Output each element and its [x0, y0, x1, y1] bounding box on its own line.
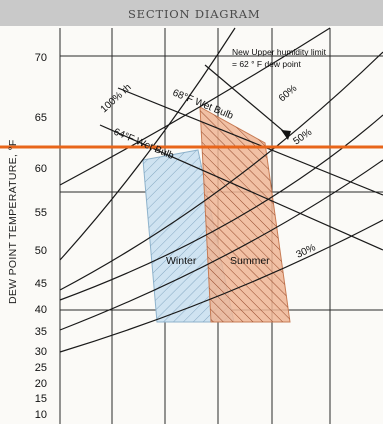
tick-50: 50	[35, 245, 47, 257]
label-rh-50: 50%	[291, 127, 314, 148]
tick-70: 70	[35, 52, 47, 64]
winter-label: Winter	[166, 255, 197, 267]
tick-25: 25	[35, 362, 47, 374]
label-rh-100: 100% rh	[99, 82, 134, 115]
annotation-line-2: = 62 ° F dew point	[232, 59, 301, 69]
tick-20: 20	[35, 378, 47, 390]
label-rh-60: 60%	[277, 83, 299, 104]
tick-10: 10	[35, 409, 47, 421]
tick-60: 60	[35, 163, 47, 175]
y-axis-label: DEW POINT TEMPERATURE, °F	[7, 164, 19, 304]
tick-65: 65	[35, 112, 47, 124]
tick-35: 35	[35, 326, 47, 338]
annotation-line-1: New Upper humidity limit	[232, 47, 327, 57]
tick-40: 40	[35, 304, 47, 316]
tick-30: 30	[35, 346, 47, 358]
tick-45: 45	[35, 278, 47, 290]
tick-55: 55	[35, 207, 47, 219]
summer-label: Summer	[230, 255, 270, 267]
tick-15: 15	[35, 393, 47, 405]
label-wb-64: 64°F Wet Bulb	[112, 127, 176, 162]
